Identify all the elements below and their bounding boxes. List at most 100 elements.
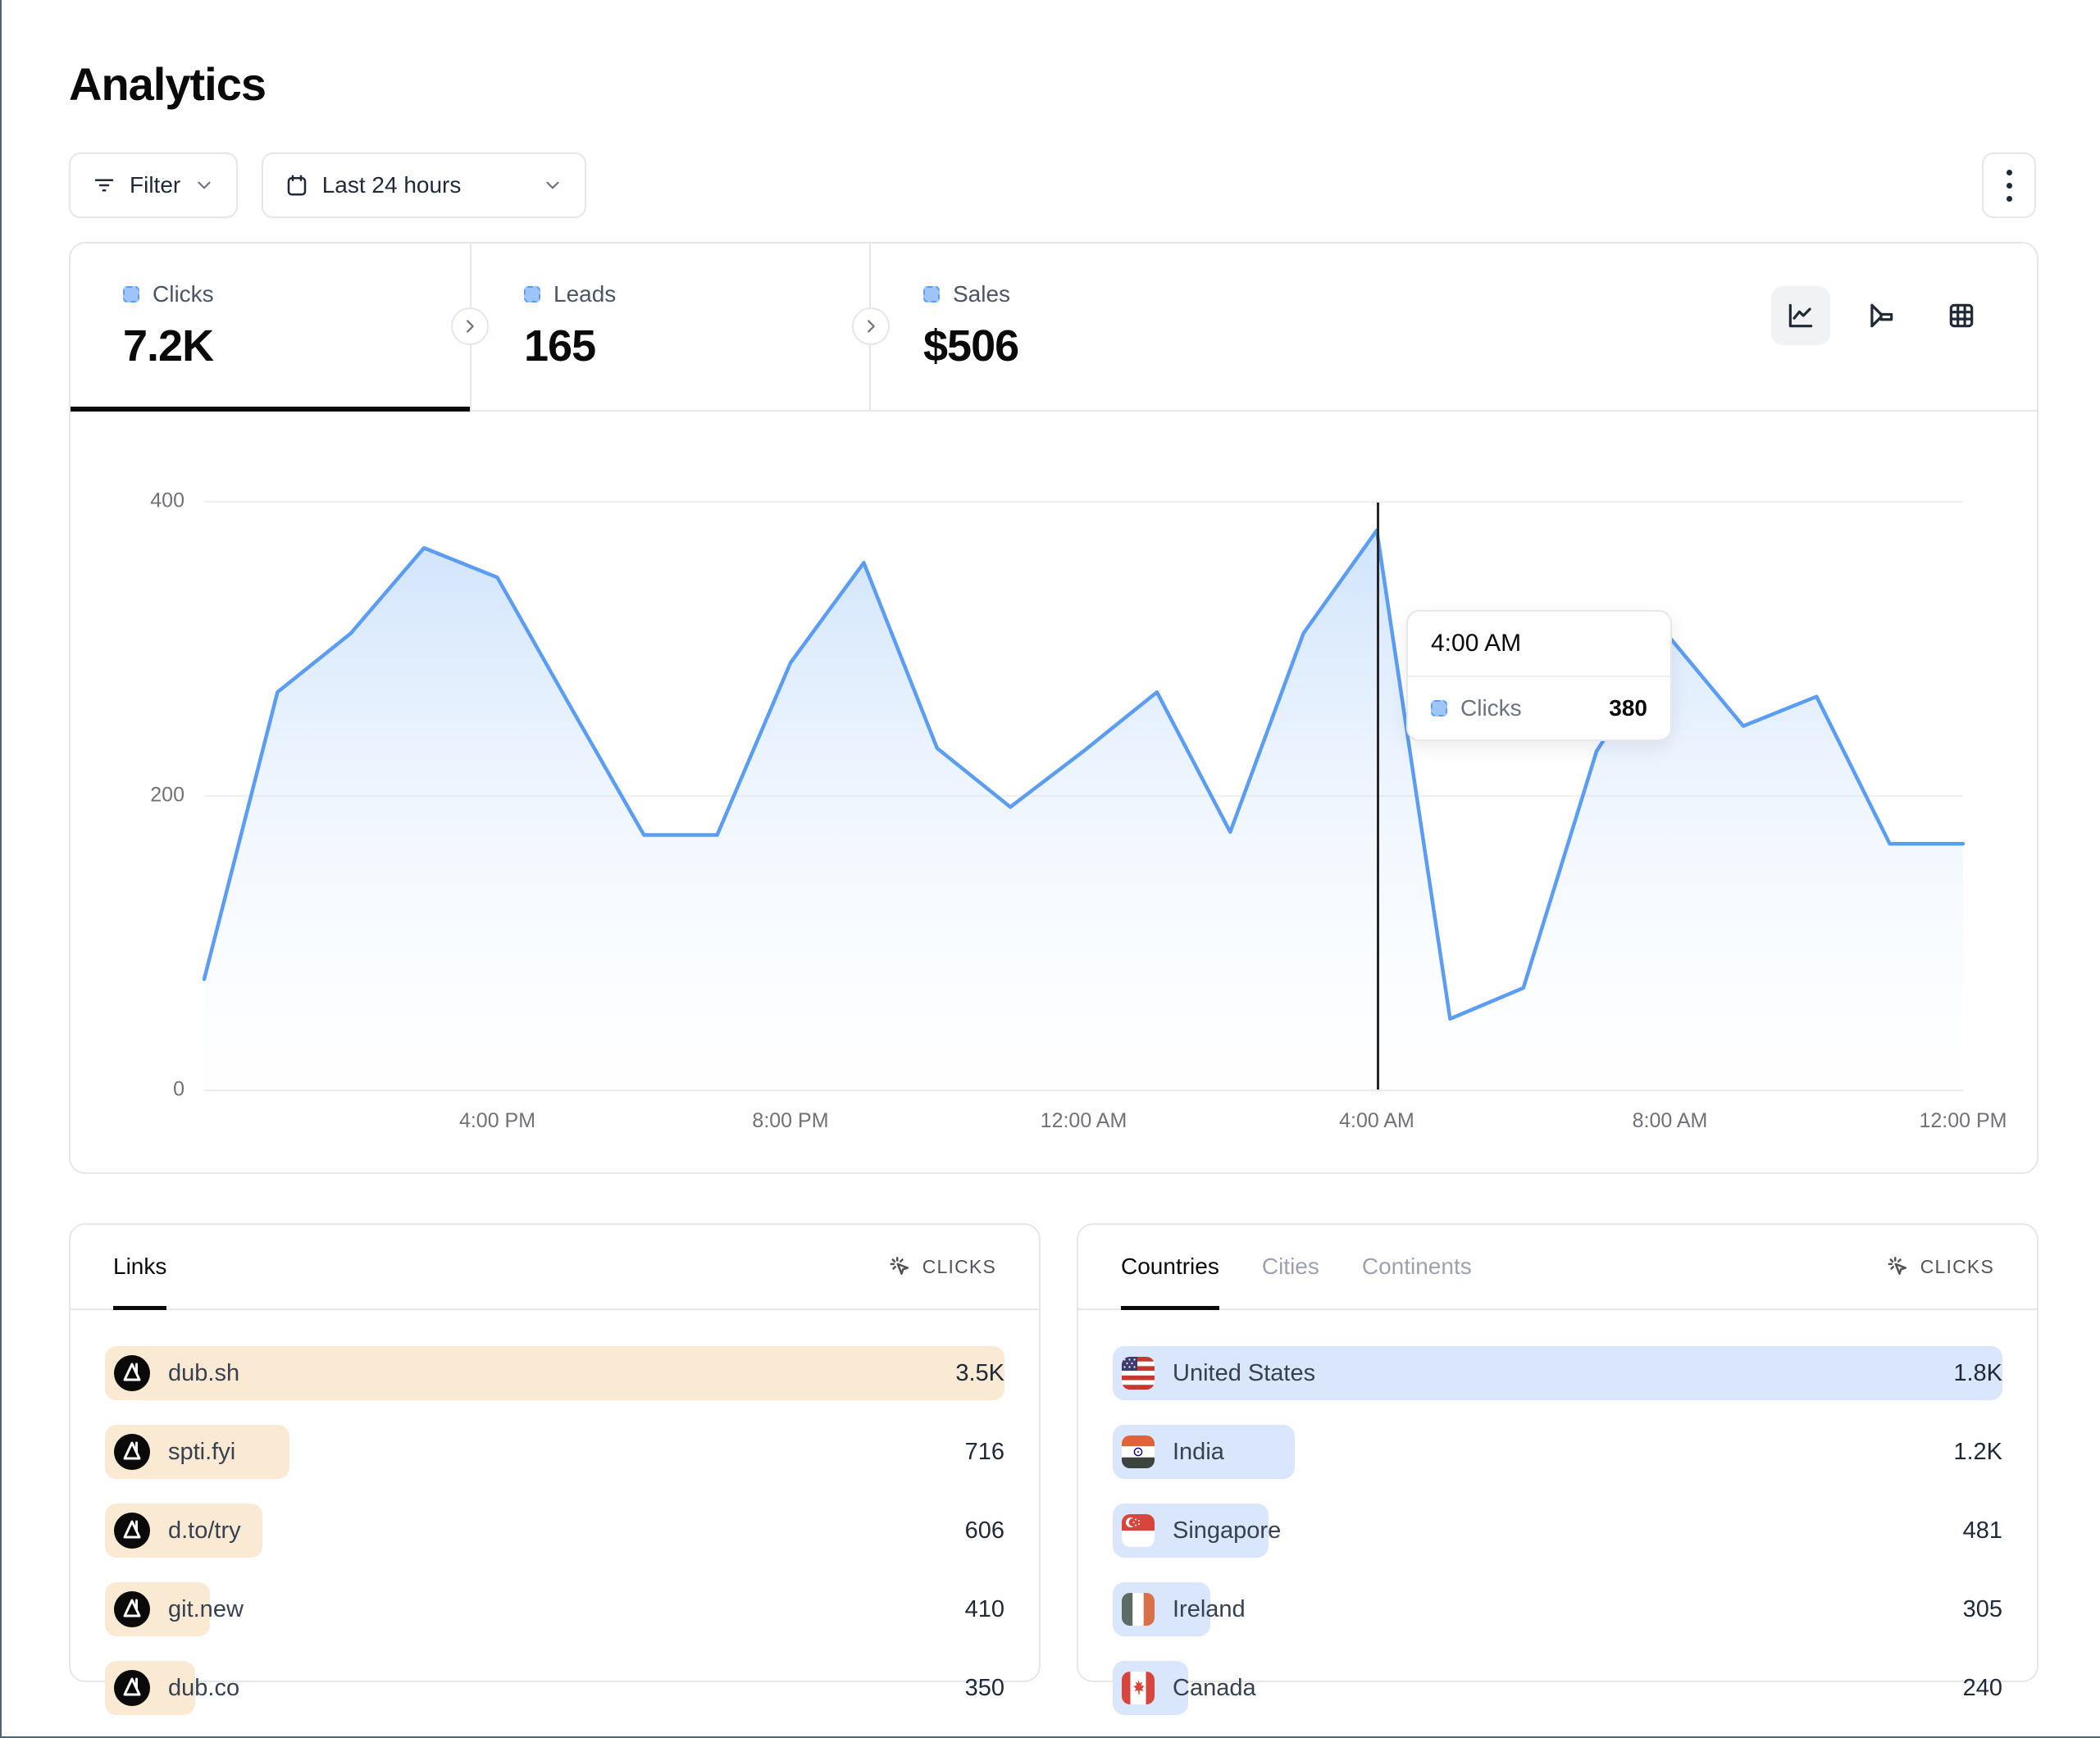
link-label: d.to/try [168, 1517, 241, 1544]
tab-leads[interactable]: Leads 165 [470, 243, 869, 410]
metric-tabs: Clicks 7.2K Leads 165 Sales $506 [71, 243, 2037, 412]
x-axis-label: 8:00 PM [752, 1109, 829, 1132]
country-label: United States [1173, 1359, 1316, 1386]
x-axis-label: 12:00 PM [1919, 1109, 2007, 1132]
chevron-down-icon [198, 181, 211, 189]
clicks-area [204, 530, 1963, 1090]
country-row[interactable]: Canada 240 [1113, 1661, 2002, 1715]
link-clicks-value: 410 [964, 1595, 1004, 1622]
link-row[interactable]: git.new 410 [105, 1582, 1004, 1636]
chevron-down-icon [546, 181, 559, 189]
tab-continents[interactable]: Continents [1361, 1253, 1472, 1279]
link-clicks-value: 606 [964, 1517, 1004, 1544]
table-view-button[interactable] [1932, 286, 1991, 345]
date-range-button[interactable]: Last 24 hours [261, 152, 586, 218]
area-line-series [202, 528, 1966, 1090]
clicks-total-value: 7.2K [123, 321, 214, 371]
link-row[interactable]: dub.co 350 [105, 1661, 1004, 1715]
country-clicks-value: 240 [1962, 1674, 2002, 1701]
sales-legend-swatch [923, 286, 940, 303]
chevron-right-icon [467, 320, 474, 333]
clicks-time-series-chart[interactable]: 400 200 0 4:00 PM 8:00 PM 12:00 AM 4:00 … [150, 489, 2007, 1133]
chevron-right-icon [868, 320, 875, 333]
next-metric-chevron-button[interactable] [852, 307, 890, 345]
filter-button-label: Filter [130, 172, 181, 198]
links-metric-header[interactable]: CLICKS [888, 1225, 996, 1308]
gridline-400 [204, 501, 1963, 503]
x-axis-label: 12:00 AM [1040, 1109, 1127, 1132]
country-clicks-value: 1.8K [1953, 1359, 2002, 1386]
tab-clicks[interactable]: Clicks 7.2K [71, 243, 470, 412]
tab-links[interactable]: Links [113, 1225, 167, 1310]
tab-cities[interactable]: Cities [1261, 1253, 1319, 1279]
link-row[interactable]: spti.fyi 716 [105, 1425, 1004, 1479]
y-axis-tick: 0 [173, 1077, 184, 1101]
link-row[interactable]: d.to/try 606 [105, 1504, 1004, 1558]
funnel-icon [1870, 303, 1893, 328]
toolbar: Filter Last 24 hours [69, 152, 2036, 218]
line-chart-view-button[interactable] [1771, 286, 1830, 345]
tooltip-time: 4:00 AM [1408, 612, 1670, 677]
sales-tab-label: Sales [953, 281, 1011, 307]
clicks-tab-label: Clicks [153, 281, 214, 307]
filter-lines-icon [94, 179, 114, 192]
country-row[interactable]: United States 1.8K [1113, 1346, 2002, 1400]
leads-tab-label: Leads [553, 281, 617, 307]
kebab-icon [2006, 169, 2012, 202]
cursor-click-icon [1888, 1257, 1906, 1275]
dub-logo-icon [114, 1591, 150, 1627]
y-axis-tick: 400 [150, 489, 184, 512]
y-axis-tick: 200 [150, 783, 184, 807]
more-menu-button[interactable] [1982, 152, 2036, 218]
country-row[interactable]: Ireland 305 [1113, 1582, 2002, 1636]
country-row[interactable]: Singapore 481 [1113, 1504, 2002, 1558]
chart-crosshair-line [1377, 503, 1379, 1090]
chart-tooltip: 4:00 AM Clicks 380 [1406, 610, 1672, 741]
geo-metric-header[interactable]: CLICKS [1886, 1225, 1994, 1308]
geo-panel-header: Countries Cities Continents CLICKS [1078, 1225, 2037, 1310]
singapore-flag-icon [1122, 1514, 1155, 1547]
sales-total-value: $506 [923, 321, 1019, 371]
funnel-view-button[interactable] [1852, 286, 1911, 345]
dub-logo-icon [114, 1670, 150, 1706]
date-range-label: Last 24 hours [321, 172, 462, 198]
links-metric-label: CLICKS [922, 1255, 996, 1277]
country-label: Singapore [1173, 1517, 1282, 1544]
country-clicks-value: 481 [1962, 1517, 2002, 1544]
canada-flag-icon [1122, 1672, 1155, 1704]
line-chart-icon [1788, 303, 1813, 328]
tooltip-series-label: Clicks [1460, 695, 1522, 721]
filter-button[interactable]: Filter [69, 152, 239, 218]
link-row[interactable]: dub.sh 3.5K [105, 1346, 1004, 1400]
link-clicks-value: 716 [964, 1438, 1004, 1465]
x-axis-label: 8:00 AM [1632, 1109, 1708, 1132]
country-label: Canada [1173, 1674, 1256, 1701]
page-title: Analytics [69, 58, 266, 110]
links-list: dub.sh 3.5K spti.fyi 716 d.to/try 606 [71, 1310, 1039, 1715]
geo-metric-label: CLICKS [1920, 1255, 1994, 1277]
ireland-flag-icon [1122, 1593, 1155, 1626]
tab-countries[interactable]: Countries [1121, 1225, 1219, 1310]
tab-sales[interactable]: Sales $506 [869, 243, 1269, 410]
dub-logo-icon [114, 1513, 150, 1549]
leads-total-value: 165 [524, 321, 596, 371]
leads-legend-swatch [524, 286, 540, 303]
table-grid-icon [1949, 303, 1974, 328]
cursor-click-icon [890, 1257, 909, 1275]
india-flag-icon [1122, 1435, 1155, 1468]
country-clicks-value: 1.2K [1953, 1438, 2002, 1465]
us-flag-icon [1122, 1357, 1155, 1390]
next-metric-chevron-button[interactable] [451, 307, 489, 345]
clicks-legend-swatch [123, 286, 139, 303]
gridline-0 [204, 1090, 1963, 1091]
link-label: dub.sh [168, 1359, 240, 1386]
link-label: dub.co [168, 1674, 240, 1701]
analytics-chart-card: Clicks 7.2K Leads 165 Sales $506 [69, 242, 2039, 1174]
links-panel: Links CLICKS dub.sh 3.5K spti.fyi [69, 1223, 1041, 1715]
link-clicks-value: 3.5K [955, 1359, 1004, 1386]
country-row[interactable]: India 1.2K [1113, 1425, 2002, 1479]
country-label: Ireland [1173, 1595, 1246, 1622]
x-axis-label: 4:00 AM [1339, 1109, 1414, 1132]
calendar-icon [287, 175, 306, 196]
